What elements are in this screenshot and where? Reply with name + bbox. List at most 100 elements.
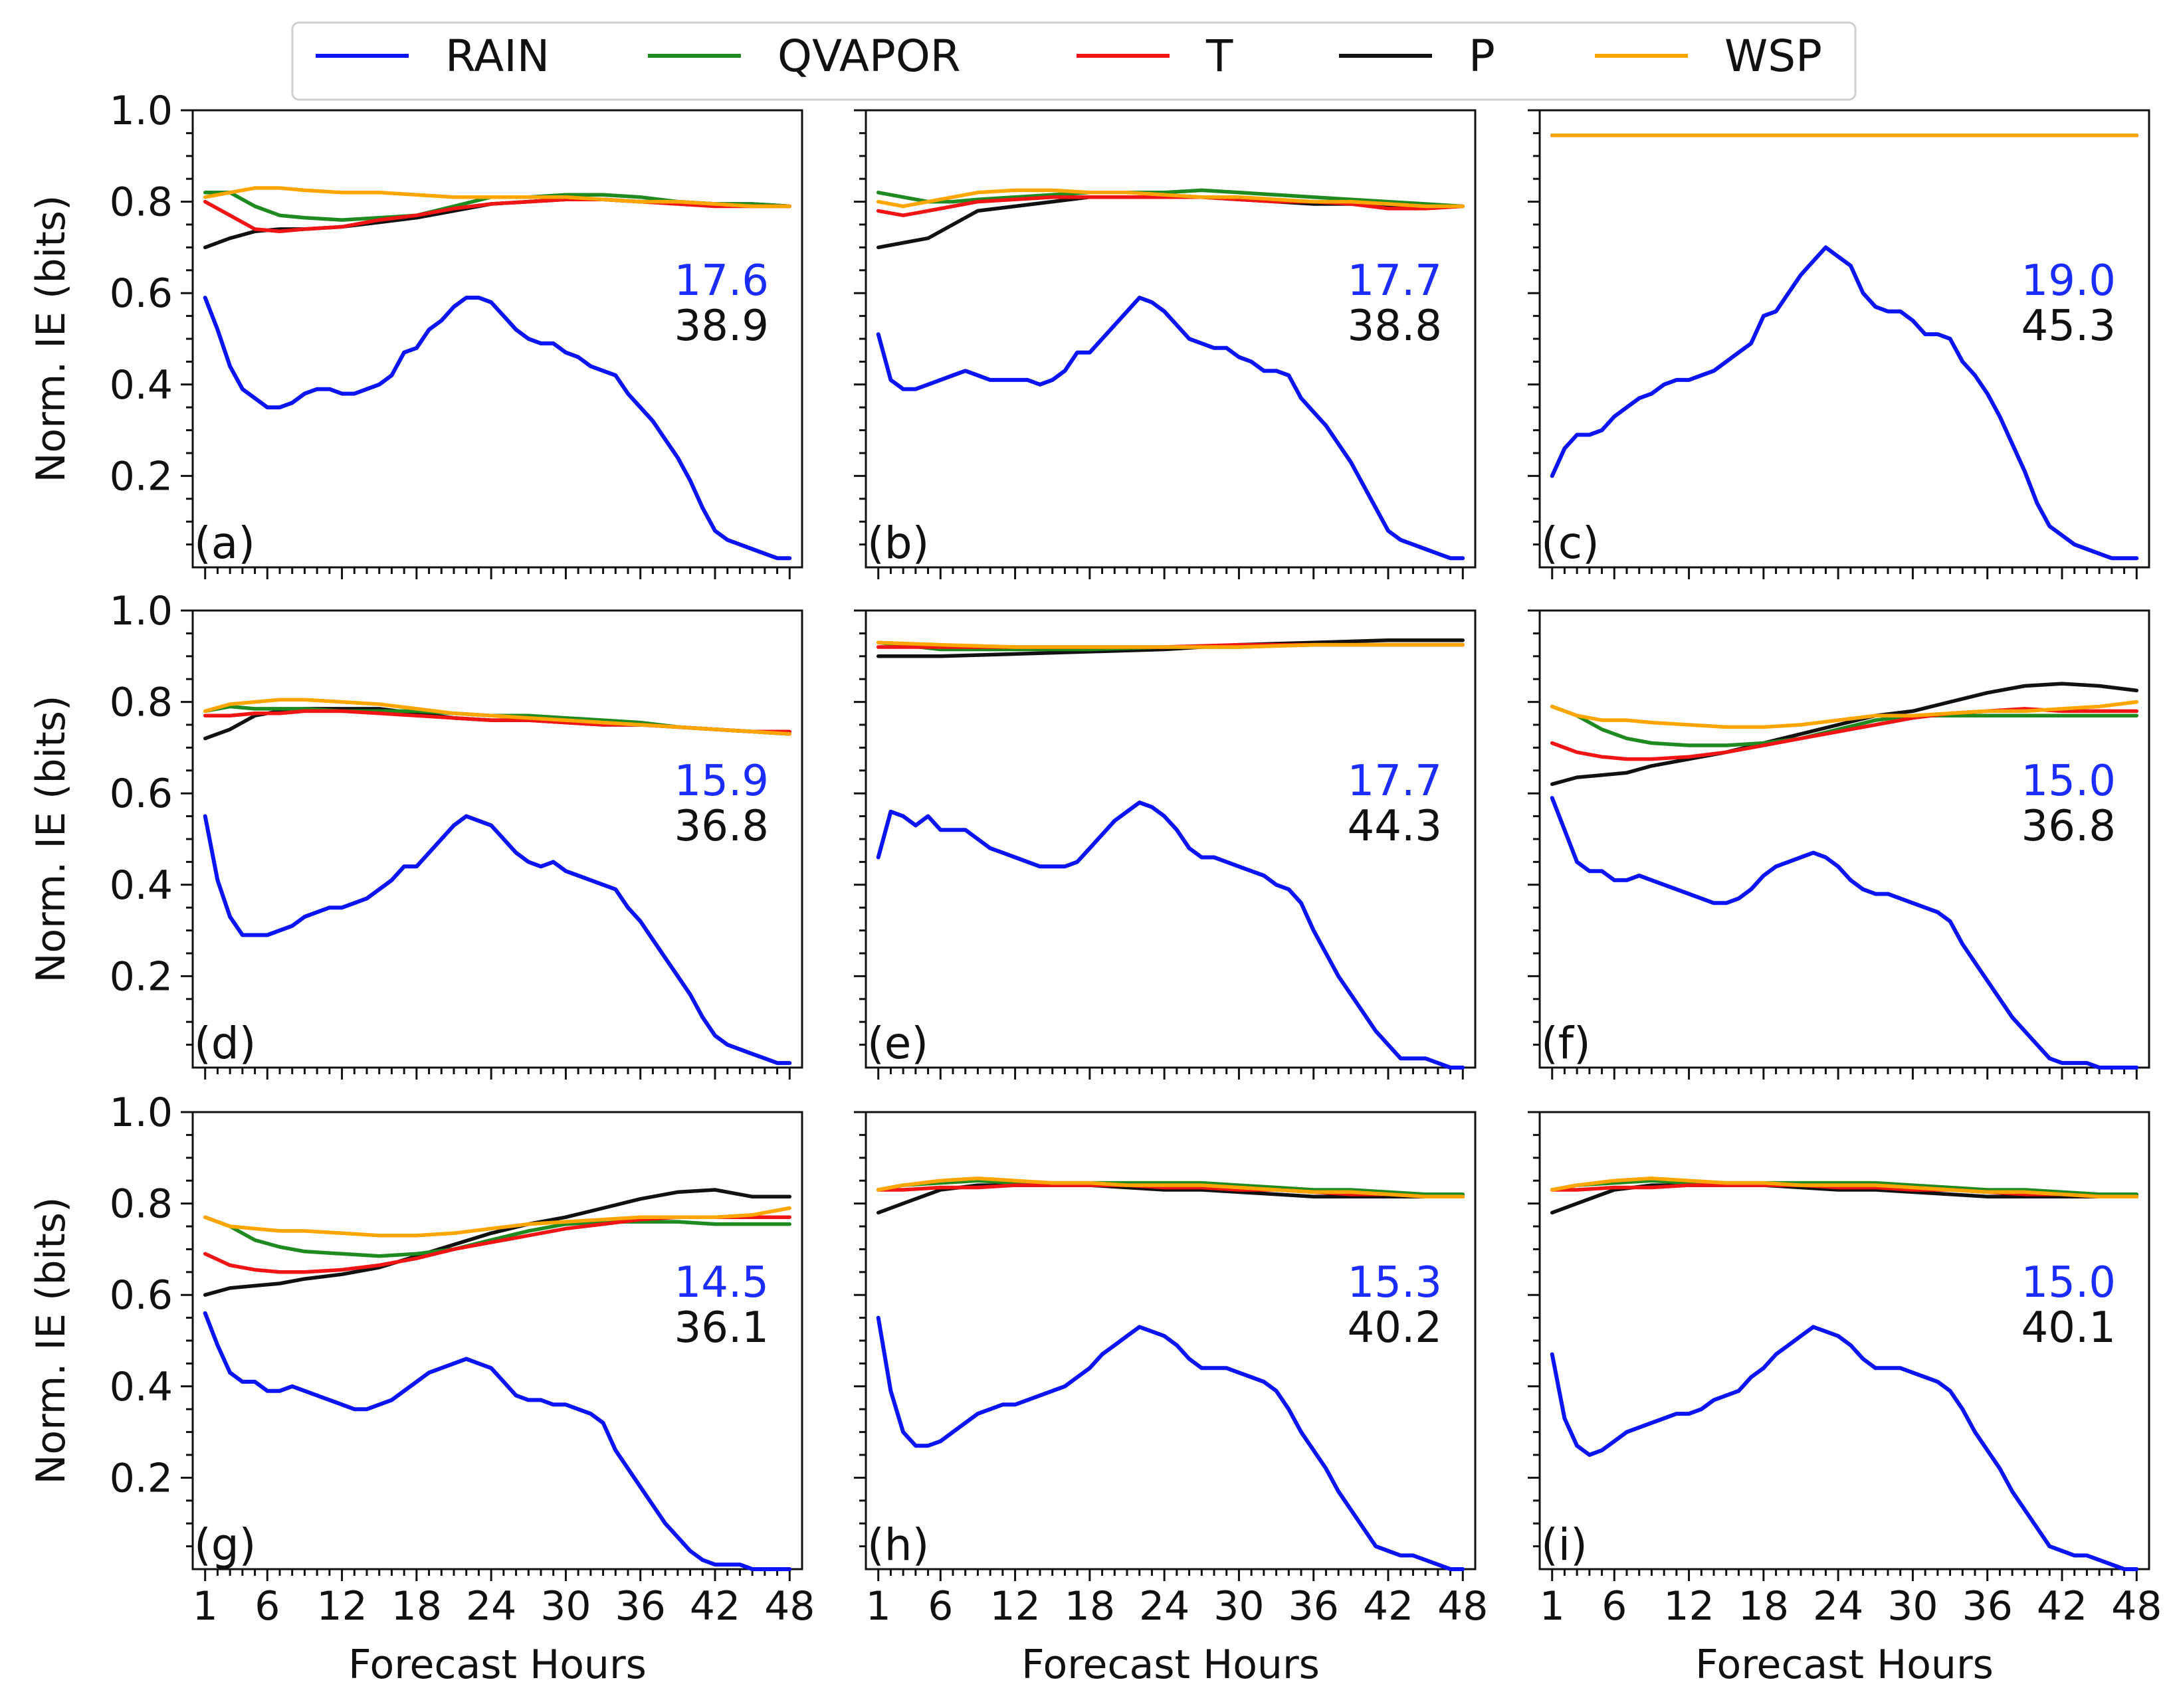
panel-g-annotation-bottom: 36.1 <box>674 1303 770 1353</box>
y-tick-label: 0.6 <box>110 771 173 817</box>
x-tick-label: 6 <box>928 1583 953 1630</box>
x-tick-label: 36 <box>1962 1583 2013 1630</box>
panel-i: 1 6 12 18 24 30 36 42 48 Forecast Hours 15.040.1 (i… <box>1528 1111 2162 1688</box>
x-axis-label: Forecast Hours <box>1021 1642 1320 1688</box>
panel-e-annotation-bottom: 44.3 <box>1348 802 1443 851</box>
panel-b-series-t <box>876 195 1465 217</box>
legend-label-t: T <box>1205 31 1233 82</box>
panel-b-series-wsp <box>876 188 1465 209</box>
panel-g: 0.2 0.4 0.6 0.8 1.0 Norm. IE (bits) 1 6 12 18 24 30… <box>28 1090 815 1688</box>
panel-c-label: (c) <box>1541 518 1600 569</box>
panel-g-series-p <box>203 1188 792 1297</box>
panel-g-series-rain <box>203 1311 792 1571</box>
legend-item-qvapor: QVAPOR <box>648 31 961 82</box>
legend-label-qvapor: QVAPOR <box>777 31 961 82</box>
legend-frame <box>291 21 1857 101</box>
x-tick-label: 18 <box>391 1583 442 1630</box>
panel-a-label: (a) <box>194 518 255 569</box>
panel-b-annotation-bottom: 38.8 <box>1348 302 1443 351</box>
panel-d-annotation-bottom: 36.8 <box>674 802 770 851</box>
panel-g-label: (g) <box>194 1519 256 1570</box>
x-tick-label: 48 <box>1437 1583 1488 1630</box>
x-tick-label: 18 <box>1065 1583 1115 1630</box>
y-tick-label: 1.0 <box>110 1090 173 1136</box>
y-tick-label: 0.8 <box>110 179 173 226</box>
panel-h-series-wsp <box>876 1177 1465 1199</box>
panel-g-series-wsp <box>203 1206 792 1238</box>
panel-i-series-rain <box>1550 1325 2139 1571</box>
panel-b-frame <box>865 109 1477 569</box>
panel-f-frame <box>1538 609 2150 1069</box>
y-tick-label: 0.6 <box>110 270 173 317</box>
x-tick-label: 48 <box>2111 1583 2162 1630</box>
y-axis-label: Norm. IE (bits) <box>28 1197 74 1485</box>
panel-e-annotation-top: 17.7 <box>1348 757 1443 806</box>
legend-label-p: P <box>1469 31 1495 82</box>
panel-c-frame <box>1538 109 2150 569</box>
panel-f-series-wsp <box>1550 700 2139 729</box>
panel-b: 17.738.8 (b) <box>854 109 1477 579</box>
x-tick-label: 24 <box>1813 1583 1863 1630</box>
panel-a-series-t <box>203 197 792 234</box>
panel-c-annotation-bottom: 45.3 <box>2021 302 2117 351</box>
x-tick-label: 6 <box>255 1583 280 1630</box>
panel-d-series-rain <box>203 814 792 1066</box>
x-tick-label: 36 <box>615 1583 666 1630</box>
panel-a-annotation-top: 17.6 <box>674 256 770 306</box>
x-tick-label: 6 <box>1601 1583 1627 1630</box>
x-tick-label: 18 <box>1738 1583 1789 1630</box>
legend-item-t: T <box>1077 31 1233 82</box>
x-axis-label: Forecast Hours <box>1695 1642 1994 1688</box>
y-axis-label: Norm. IE (bits) <box>28 195 74 483</box>
panel-a-annotation-bottom: 38.9 <box>674 302 770 351</box>
x-tick-label: 30 <box>1213 1583 1264 1630</box>
panel-i-series-wsp <box>1550 1177 2139 1199</box>
panel-d-series-wsp <box>203 698 792 736</box>
panel-h-label: (h) <box>867 1519 929 1570</box>
legend: RAIN QVAPOR T P WSP <box>291 21 1857 101</box>
x-tick-label: 30 <box>540 1583 591 1630</box>
panel-e-label: (e) <box>867 1018 928 1069</box>
panel-c-series-rain <box>1550 245 2139 561</box>
panel-e-frame <box>865 609 1477 1069</box>
panel-a-series-rain <box>203 296 792 561</box>
panel-h-series-rain <box>876 1315 1465 1571</box>
x-tick-label: 24 <box>466 1583 516 1630</box>
x-tick-label: 1 <box>1540 1583 1565 1630</box>
panels: 0.2 0.4 0.6 0.8 1.0 Norm. IE (bits) 17.638.9 (a… <box>28 88 2162 1688</box>
panel-e-series-wsp <box>876 640 1465 649</box>
panel-f-series-rain <box>1550 796 2139 1070</box>
y-tick-label: 0.4 <box>110 862 173 909</box>
y-tick-label: 1.0 <box>110 88 173 134</box>
panel-d: 0.2 0.4 0.6 0.8 1.0 Norm. IE (bits) 15.936.8 (d… <box>28 588 803 1080</box>
x-tick-label: 12 <box>316 1583 367 1630</box>
legend-item-wsp: WSP <box>1595 31 1822 82</box>
x-tick-label: 12 <box>989 1583 1040 1630</box>
y-tick-label: 0.4 <box>110 1364 173 1410</box>
panel-h-series-qvapor <box>876 1179 1465 1196</box>
panel-c-annotation-top: 19.0 <box>2021 256 2117 306</box>
panel-f-annotation-top: 15.0 <box>2021 757 2117 806</box>
legend-label-wsp: WSP <box>1724 31 1822 82</box>
panel-a-series-wsp <box>203 186 792 209</box>
x-tick-label: 12 <box>1663 1583 1714 1630</box>
panel-h-annotation-bottom: 40.2 <box>1348 1303 1443 1353</box>
panel-d-label: (d) <box>194 1018 256 1069</box>
panel-f: 15.036.8 (f) <box>1528 609 2150 1080</box>
panel-i-label: (i) <box>1541 1519 1588 1570</box>
x-tick-label: 1 <box>193 1583 218 1630</box>
y-tick-label: 1.0 <box>110 588 173 634</box>
panel-c: 19.045.3 (c) <box>1528 109 2150 579</box>
panel-f-series-p <box>1550 682 2139 787</box>
panel-i-annotation-top: 15.0 <box>2021 1258 2117 1307</box>
y-tick-label: 0.2 <box>110 1455 173 1501</box>
panel-f-label: (f) <box>1541 1018 1591 1069</box>
panel-b-annotation-top: 17.7 <box>1348 256 1443 306</box>
panel-d-frame <box>191 609 803 1069</box>
y-tick-label: 0.6 <box>110 1272 173 1319</box>
y-axis-label: Norm. IE (bits) <box>28 696 74 983</box>
y-tick-label: 0.2 <box>110 453 173 500</box>
panel-h-annotation-top: 15.3 <box>1348 1258 1443 1307</box>
y-tick-label: 0.4 <box>110 362 173 409</box>
